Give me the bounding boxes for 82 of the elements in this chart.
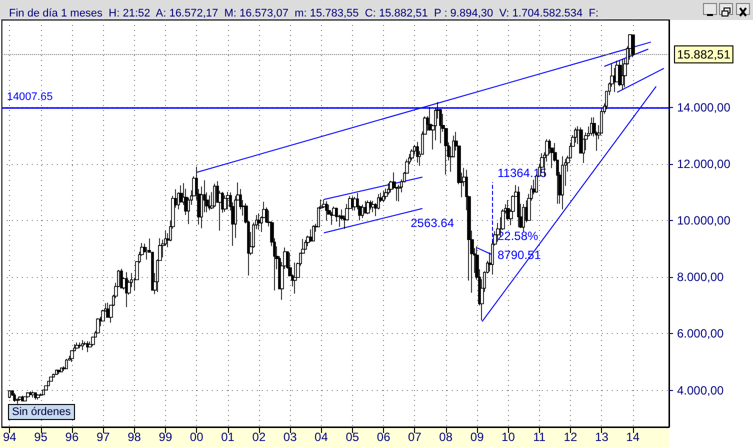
candlestick: [120, 268, 123, 288]
candlestick: [49, 376, 53, 382]
candlestick: [52, 373, 55, 378]
candlestick: [39, 392, 43, 396]
candlestick: [293, 262, 297, 294]
x-tick-label: 09: [470, 430, 484, 444]
candlestick: [416, 141, 419, 164]
x-tick-label: 07: [408, 430, 422, 444]
candlestick: [366, 200, 370, 215]
candlestick: [78, 342, 81, 349]
candlestick: [34, 392, 37, 400]
x-tick-label: 11: [533, 430, 546, 444]
candlestick: [309, 229, 313, 242]
candlestick: [208, 194, 211, 211]
annotation: 22.58%: [498, 228, 539, 243]
candlestick: [96, 318, 100, 334]
x-tick-label: 99: [158, 430, 172, 444]
x-tick-label: 04: [314, 430, 328, 444]
x-tick-label: 06: [376, 430, 391, 444]
y-tick-label: 8.000,00: [677, 270, 724, 284]
candlestick: [213, 183, 216, 208]
candlestick: [304, 239, 307, 250]
candlestick: [371, 200, 375, 213]
candlestick: [60, 367, 63, 373]
candlestick: [31, 390, 35, 398]
x-tick-label: 14: [626, 430, 640, 444]
x-tick-label: 00: [190, 430, 204, 444]
candlestick: [42, 389, 45, 396]
candlestick: [55, 369, 58, 376]
x-tick-label: 13: [595, 430, 609, 444]
x-tick-label: 96: [65, 430, 79, 444]
candlestick: [387, 182, 390, 196]
candlestick: [410, 148, 414, 161]
ref-line-label: 14007.65: [6, 90, 53, 103]
y-tick-label: 14.000,00: [677, 100, 731, 115]
y-tick-label: 6.000,00: [677, 326, 724, 341]
x-tick-label: 10: [502, 430, 516, 444]
annotation: 2563.64: [410, 216, 454, 230]
candlestick: [364, 200, 367, 214]
candlestick: [312, 224, 315, 242]
candlestick: [8, 390, 11, 399]
candlestick: [13, 392, 16, 402]
candlestick: [382, 190, 385, 203]
y-tick-label: 12.000,00: [677, 157, 731, 172]
x-tick-label: 02: [252, 430, 266, 444]
candlestick: [65, 358, 68, 370]
candlestick: [621, 58, 624, 90]
candlestick: [47, 380, 50, 386]
candlestick: [57, 370, 61, 375]
x-tick-label: 08: [439, 430, 453, 444]
candlestick: [325, 200, 328, 222]
x-tick-label: 12: [564, 430, 578, 444]
x-tick-label: 03: [283, 430, 298, 444]
candlestick: [631, 34, 635, 58]
x-tick-label: 01: [221, 430, 235, 444]
candlestick: [561, 156, 564, 210]
x-tick-label: 97: [96, 430, 110, 444]
y-tick-label: 4.000,00: [677, 383, 724, 398]
candlestick: [522, 204, 525, 232]
candlestick: [36, 394, 40, 400]
x-tick-label: 05: [346, 430, 360, 444]
candlestick: [75, 342, 79, 350]
candlestick: [369, 200, 372, 210]
candlestick: [223, 194, 227, 212]
chart-title: Fin de día 1 meses H: 21:52 A: 16.572,17 M: 16.573,07 m: 15.783,55 C: 15.882,51 P : 9.894,30 V: 1.704.582.534 F:: [9, 8, 599, 20]
candlestick: [44, 385, 48, 391]
annotation: Sin órdenes: [8, 404, 75, 420]
candlestick: [23, 396, 27, 402]
ref-line-label: 15.882,51: [677, 47, 731, 62]
candlestick: [86, 340, 89, 352]
x-tick-label: 94: [2, 430, 17, 444]
candlestick: [574, 127, 577, 144]
x-tick-label: 98: [128, 430, 142, 444]
y-tick-label: 10.000,00: [677, 214, 731, 228]
candlestick: [257, 212, 261, 230]
candlestick: [517, 186, 520, 228]
x-tick-label: 95: [34, 430, 48, 444]
candlestick: [125, 272, 128, 308]
candlestick: [361, 204, 364, 219]
candlestick: [81, 340, 84, 351]
candlestick: [26, 392, 30, 398]
candlestick: [226, 191, 230, 210]
